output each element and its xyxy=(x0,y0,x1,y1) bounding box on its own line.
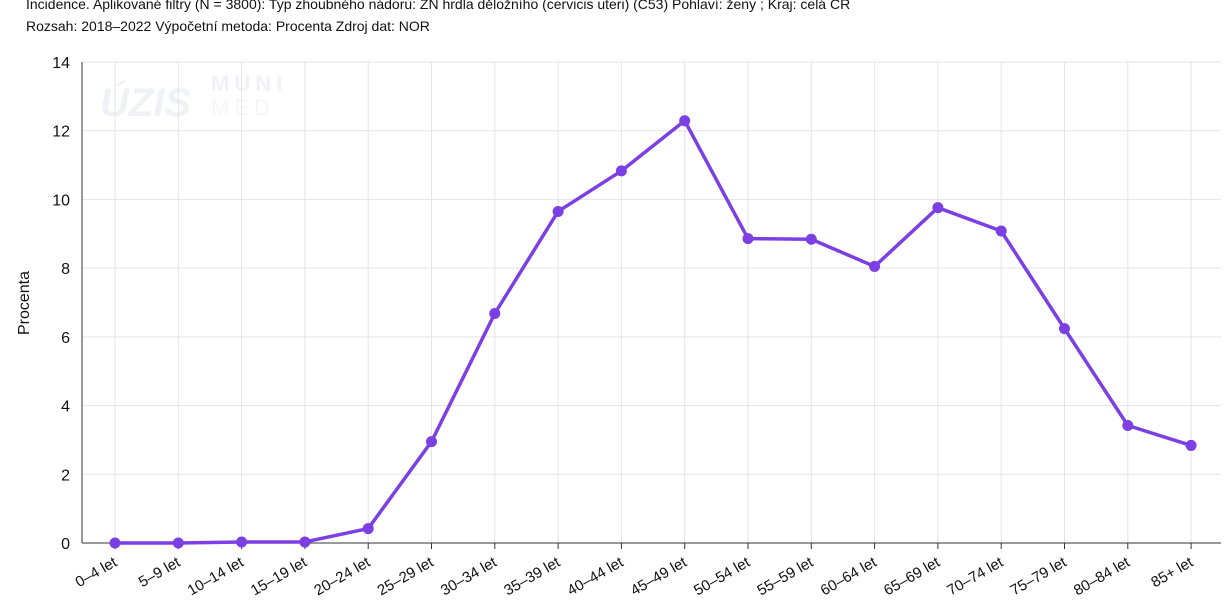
x-tick-label: 75–79 let xyxy=(1008,553,1071,599)
x-tick-label: 85+ let xyxy=(1148,553,1197,591)
x-tick-label: 70–74 let xyxy=(944,553,1007,599)
y-tick-label: 4 xyxy=(61,399,70,416)
x-tick-labels: 0–4 let 5–9 let 10–14 let 15–19 let 20–24 le… xyxy=(72,553,1196,599)
x-tick-label: 35–39 let xyxy=(501,553,564,599)
x-tick-label: 10–14 let xyxy=(185,553,248,599)
data-point xyxy=(679,115,691,127)
x-tick-label: 60–64 let xyxy=(818,553,881,599)
y-tick-label: 12 xyxy=(52,124,70,141)
x-tick-label: 45–49 let xyxy=(628,553,691,599)
watermark-uzis: ÚZIS xyxy=(100,79,191,125)
y-tick-label: 0 xyxy=(61,536,70,553)
x-tick-label: 80–84 let xyxy=(1071,553,1134,599)
chart-filter-caption: Incidence. Aplikované filtry (N = 3800):… xyxy=(26,0,851,12)
data-point xyxy=(1122,419,1134,431)
chart-range-caption: Rozsah: 2018–2022 Výpočetní metoda: Proc… xyxy=(26,18,430,34)
data-point xyxy=(109,537,121,549)
x-tick-label: 0–4 let xyxy=(72,553,120,591)
data-point xyxy=(742,233,754,245)
data-point xyxy=(805,233,817,245)
watermark-muni: MUNI xyxy=(211,71,287,96)
data-point xyxy=(236,536,248,548)
x-tick-label: 5–9 let xyxy=(136,553,184,591)
y-axis-label: Procenta xyxy=(16,271,33,335)
data-point xyxy=(362,523,374,535)
data-point xyxy=(426,436,437,448)
x-tick-label: 15–19 let xyxy=(248,553,311,599)
data-point xyxy=(299,536,311,548)
y-tick-label: 8 xyxy=(61,261,70,278)
x-tick-label: 40–44 let xyxy=(564,553,627,599)
y-tick-label: 10 xyxy=(52,192,70,209)
data-point xyxy=(932,202,944,214)
data-point xyxy=(1185,439,1197,451)
gridlines xyxy=(82,61,1221,543)
data-point xyxy=(995,225,1007,237)
x-tick-label: 50–54 let xyxy=(691,553,754,599)
data-point xyxy=(615,165,627,177)
data-point xyxy=(489,307,501,319)
y-tick-label: 6 xyxy=(61,330,70,347)
x-tick-label: 55–59 let xyxy=(754,553,817,599)
y-tick-labels: 0 2 4 6 8 10 12 14 xyxy=(52,55,70,553)
x-tick-label: 25–29 let xyxy=(375,553,438,599)
x-tick-label: 20–24 let xyxy=(311,553,374,599)
series-line xyxy=(113,119,1193,545)
data-point xyxy=(172,537,184,549)
x-tick-label: 65–69 let xyxy=(881,553,944,599)
data-point xyxy=(552,205,564,217)
data-point xyxy=(1059,323,1070,335)
y-tick-label: 14 xyxy=(52,55,70,72)
y-tick-label: 2 xyxy=(61,467,70,484)
data-point xyxy=(869,260,881,272)
watermark-med: MED xyxy=(211,95,275,120)
watermark: ÚZIS MUNI MED xyxy=(100,71,287,125)
x-tick-label: 30–34 let xyxy=(438,553,501,599)
series xyxy=(109,115,1197,549)
